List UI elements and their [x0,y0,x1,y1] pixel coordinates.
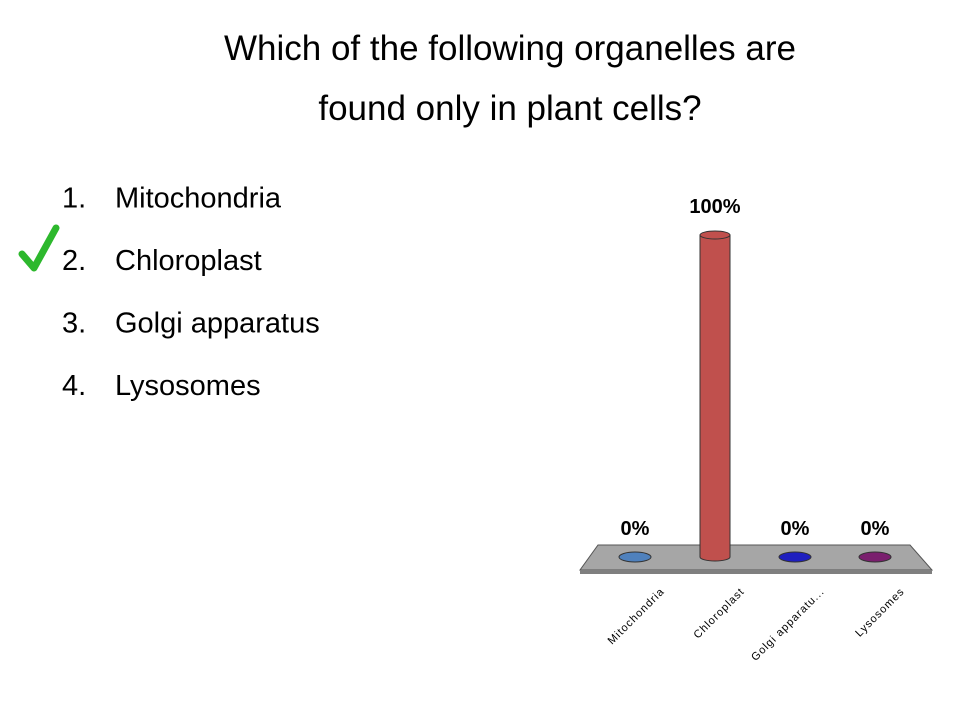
bar [778,551,812,563]
value-label: 0% [621,518,650,540]
option-number: 3. [62,308,86,340]
option-text: Lysosomes [115,370,261,402]
bar [618,551,652,563]
option-text: Golgi apparatus [115,308,320,340]
option-text: Chloroplast [115,245,262,277]
option-number: 1. [62,183,86,215]
value-label: 100% [689,196,740,218]
value-label: 0% [781,518,810,540]
value-label: 0% [861,518,890,540]
correct-check [18,224,60,272]
category-label: Lysosomes [853,586,907,640]
bar [699,234,731,562]
category-label: Mitochondria [606,586,668,648]
question-title: Which of the following organelles are fou… [224,29,796,128]
bar-top [699,230,731,240]
bar [858,551,892,563]
category-label: Golgi apparatu... [749,586,827,664]
option-number: 2. [62,245,86,277]
option-text: Mitochondria [115,183,282,215]
option-number: 4. [62,370,86,402]
chart-floor-edge [580,570,932,574]
category-label: Chloroplast [692,586,748,642]
